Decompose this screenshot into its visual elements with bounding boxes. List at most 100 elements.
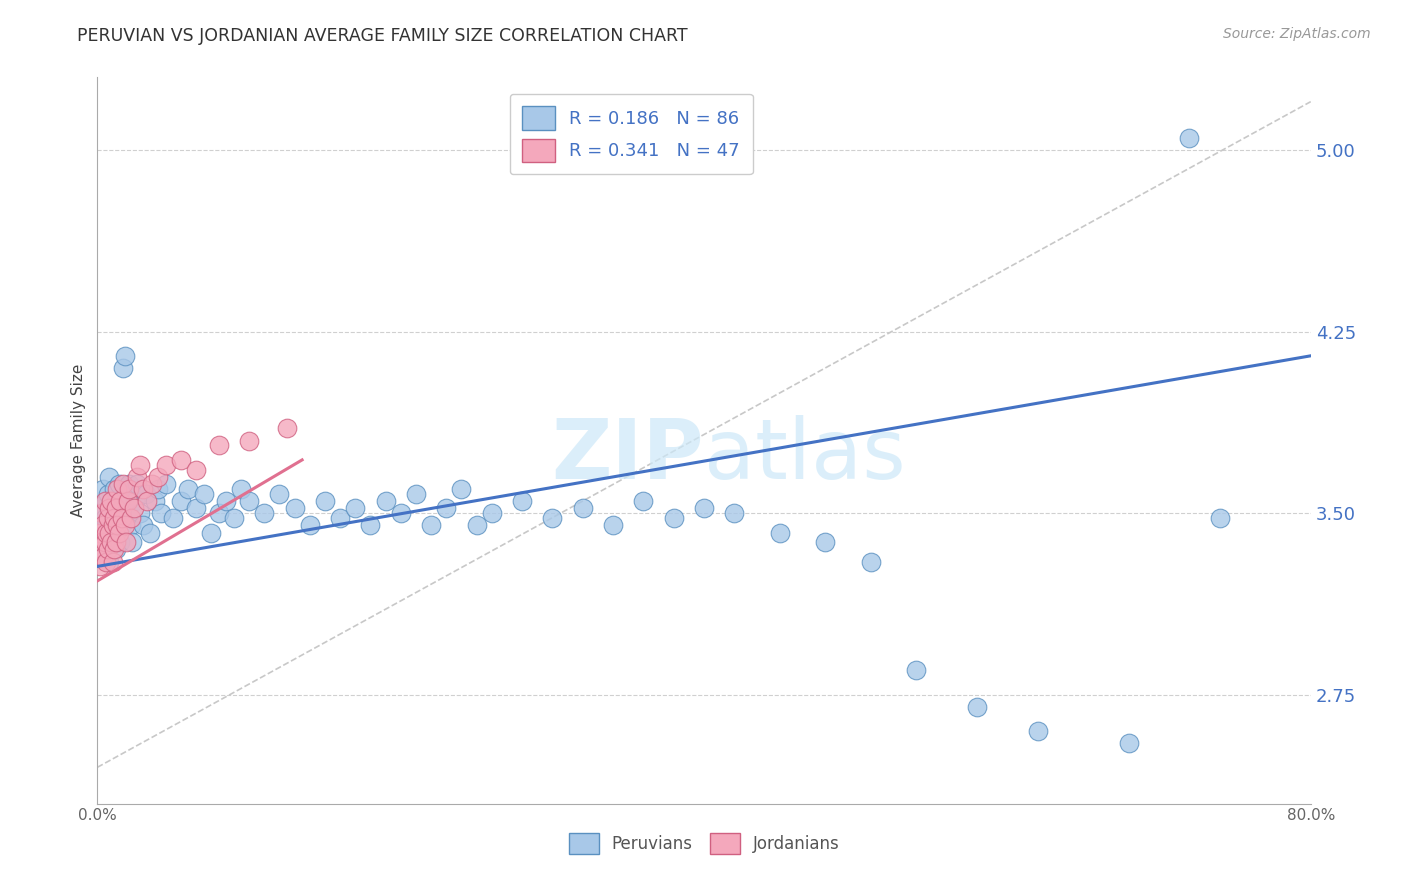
Point <box>1118 736 1140 750</box>
Point <box>93 518 115 533</box>
Point <box>118 482 141 496</box>
Point <box>141 477 163 491</box>
Point <box>276 421 298 435</box>
Point <box>120 511 142 525</box>
Point <box>93 482 115 496</box>
Point <box>108 494 131 508</box>
Point <box>541 511 564 525</box>
Point <box>135 487 157 501</box>
Point <box>104 535 127 549</box>
Point <box>128 458 150 472</box>
Point <box>374 494 396 508</box>
Point <box>170 453 193 467</box>
Point <box>389 506 412 520</box>
Point <box>215 494 238 508</box>
Point <box>97 525 120 540</box>
Point <box>120 518 142 533</box>
Point <box>90 506 112 520</box>
Y-axis label: Average Family Size: Average Family Size <box>72 364 86 517</box>
Point <box>105 525 128 540</box>
Point <box>1209 511 1232 525</box>
Point <box>136 494 159 508</box>
Point <box>118 477 141 491</box>
Point <box>208 506 231 520</box>
Point <box>101 518 124 533</box>
Point <box>89 525 111 540</box>
Point <box>329 511 352 525</box>
Point <box>108 535 131 549</box>
Point <box>146 470 169 484</box>
Point <box>97 511 120 525</box>
Point <box>117 506 139 520</box>
Point <box>100 494 122 508</box>
Text: atlas: atlas <box>704 415 905 496</box>
Point <box>253 506 276 520</box>
Point <box>94 511 117 525</box>
Point <box>420 518 443 533</box>
Point <box>94 542 117 557</box>
Point <box>107 477 129 491</box>
Point <box>769 525 792 540</box>
Point <box>723 506 745 520</box>
Point <box>238 494 260 508</box>
Point <box>101 501 124 516</box>
Point <box>128 506 150 520</box>
Point <box>132 482 155 496</box>
Point <box>143 494 166 508</box>
Point <box>105 518 128 533</box>
Point <box>125 470 148 484</box>
Point <box>200 525 222 540</box>
Point <box>96 494 118 508</box>
Text: PERUVIAN VS JORDANIAN AVERAGE FAMILY SIZE CORRELATION CHART: PERUVIAN VS JORDANIAN AVERAGE FAMILY SIZ… <box>77 27 688 45</box>
Point <box>170 494 193 508</box>
Point <box>602 518 624 533</box>
Point <box>98 525 121 540</box>
Point <box>1178 131 1201 145</box>
Point <box>93 518 115 533</box>
Point <box>112 360 135 375</box>
Point <box>238 434 260 448</box>
Point <box>193 487 215 501</box>
Point <box>105 482 128 496</box>
Point <box>966 699 988 714</box>
Point <box>114 349 136 363</box>
Point <box>405 487 427 501</box>
Point <box>94 494 117 508</box>
Point <box>298 518 321 533</box>
Point <box>114 518 136 533</box>
Point <box>571 501 593 516</box>
Point <box>633 494 655 508</box>
Point <box>359 518 381 533</box>
Point <box>124 494 146 508</box>
Point <box>465 518 488 533</box>
Point <box>122 501 145 516</box>
Point <box>905 664 928 678</box>
Point <box>98 555 121 569</box>
Point <box>98 501 121 516</box>
Point <box>162 511 184 525</box>
Point <box>177 482 200 496</box>
Point <box>222 511 245 525</box>
Point <box>100 518 122 533</box>
Point <box>132 518 155 533</box>
Point <box>269 487 291 501</box>
Point <box>101 555 124 569</box>
Point <box>693 501 716 516</box>
Point <box>344 501 367 516</box>
Point <box>184 501 207 516</box>
Point <box>450 482 472 496</box>
Point <box>90 501 112 516</box>
Point <box>89 559 111 574</box>
Point <box>184 462 207 476</box>
Point <box>115 535 138 549</box>
Point <box>510 494 533 508</box>
Point <box>283 501 305 516</box>
Point <box>859 555 882 569</box>
Point <box>96 555 118 569</box>
Point <box>96 530 118 544</box>
Point <box>104 501 127 516</box>
Point <box>150 506 173 520</box>
Point <box>1026 724 1049 739</box>
Point <box>96 525 118 540</box>
Point <box>100 535 122 549</box>
